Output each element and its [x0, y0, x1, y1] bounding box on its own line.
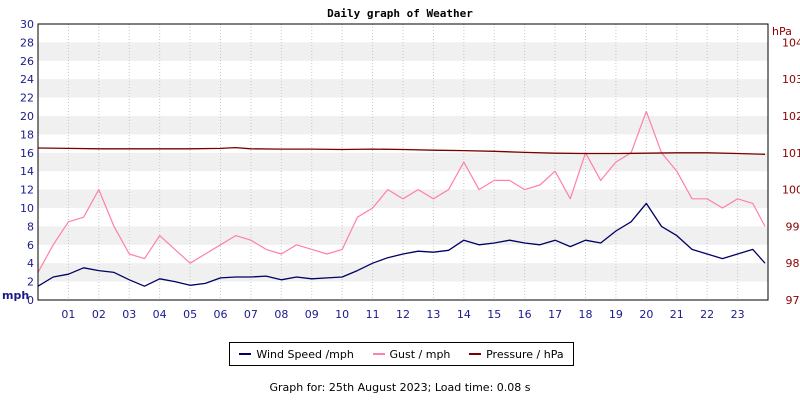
x-tick-label: 08 [274, 308, 288, 321]
x-tick-label: 16 [518, 308, 532, 321]
left-tick-label: 24 [20, 73, 34, 86]
x-tick-label: 18 [579, 308, 593, 321]
x-tick-label: 03 [122, 308, 136, 321]
x-tick-label: 15 [487, 308, 501, 321]
left-tick-label: 8 [27, 220, 34, 233]
left-tick-label: 30 [20, 18, 34, 31]
x-tick-label: 22 [700, 308, 714, 321]
left-tick-label: 28 [20, 36, 34, 49]
legend-swatch-gust [372, 353, 385, 355]
left-tick-label: 22 [20, 92, 34, 105]
band [38, 226, 768, 245]
legend-item-pressure: Pressure / hPa [469, 348, 564, 361]
x-tick-label: 04 [153, 308, 167, 321]
x-tick-label: 23 [731, 308, 745, 321]
left-tick-label: 2 [27, 276, 34, 289]
x-tick-label: 10 [335, 308, 349, 321]
chart-title: Daily graph of Weather [327, 7, 473, 20]
right-tick-label: 970 [786, 294, 800, 307]
legend-label-wind: Wind Speed /mph [256, 347, 354, 361]
x-tick-label: 07 [244, 308, 258, 321]
weather-chart: Daily graph of Weather 02468101214161820… [2, 7, 800, 321]
x-tick-label: 11 [366, 308, 380, 321]
legend-item-wind: Wind Speed /mph [239, 348, 354, 361]
left-tick-label: 4 [27, 257, 34, 270]
band [38, 263, 768, 282]
left-tick-label: 10 [20, 202, 34, 215]
x-tick-label: 01 [61, 308, 75, 321]
x-tick-label: 19 [609, 308, 623, 321]
left-tick-label: 20 [20, 110, 34, 123]
left-tick-label: 26 [20, 55, 34, 68]
x-tick-label: 12 [396, 308, 410, 321]
x-tick-label: 06 [214, 308, 228, 321]
footer-status: Graph for: 25th August 2023; Load time: … [269, 381, 531, 394]
legend-label-pressure: Pressure / hPa [486, 347, 564, 361]
x-tick-label: 17 [548, 308, 562, 321]
right-tick-label: 1030 [782, 73, 800, 86]
legend-swatch-wind [239, 353, 252, 355]
x-tick-label: 13 [426, 308, 440, 321]
x-tick-label: 14 [457, 308, 471, 321]
left-tick-label: 0 [27, 294, 34, 307]
left-tick-label: 6 [27, 239, 34, 252]
right-tick-label: 980 [786, 257, 800, 270]
x-tick-label: 21 [670, 308, 684, 321]
series-layer [37, 110, 766, 287]
left-axis-label: mph [2, 289, 29, 302]
right-tick-label: 990 [786, 220, 800, 233]
wind-speed-line [37, 202, 766, 287]
x-tick-label: 02 [92, 308, 106, 321]
pressure-line [37, 146, 766, 155]
legend-item-gust: Gust / mph [372, 347, 451, 361]
right-tick-label: 1000 [782, 184, 800, 197]
left-tick-label: 18 [20, 128, 34, 141]
x-tick-label: 20 [639, 308, 653, 321]
left-tick-label: 16 [20, 147, 34, 160]
gust-line [37, 110, 766, 273]
right-tick-label: 1010 [782, 147, 800, 160]
x-axis: 01 02 03 04 05 06 07 08 09 10 11 12 13 14 15 16 17 18 19 20… [61, 308, 744, 321]
legend-swatch-pressure [469, 353, 482, 355]
plot-frame [37, 23, 769, 301]
x-tick-label: 05 [183, 308, 197, 321]
left-tick-label: 14 [20, 165, 34, 178]
legend: Wind Speed /mph Gust / mph Pressure / hP… [229, 342, 574, 366]
grid-lines [67, 24, 739, 300]
x-tick-label: 09 [305, 308, 319, 321]
legend-label-gust: Gust / mph [389, 347, 451, 361]
band [38, 116, 768, 135]
left-tick-label: 12 [20, 184, 34, 197]
right-axis-label: hPa [772, 25, 792, 38]
